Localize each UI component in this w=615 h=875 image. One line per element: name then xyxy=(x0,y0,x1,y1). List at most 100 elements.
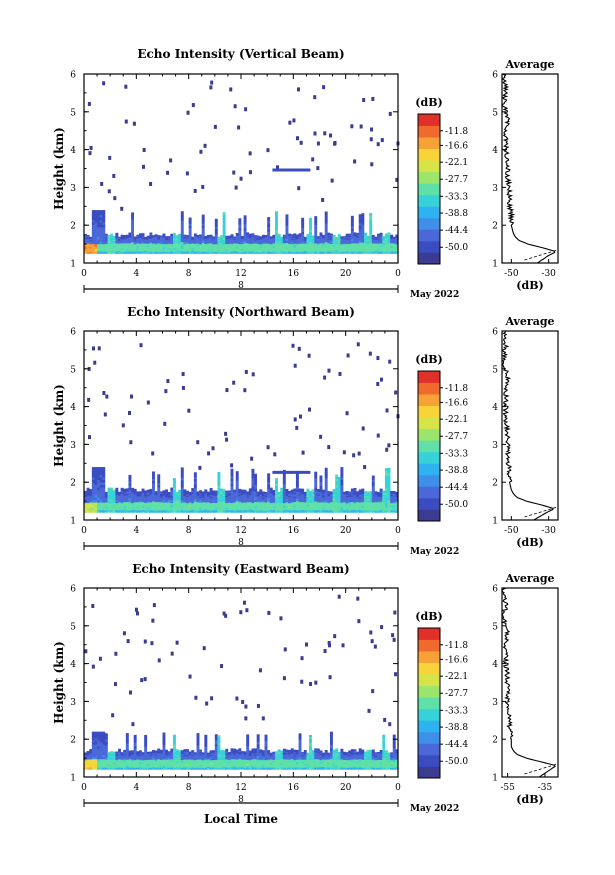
heatmap-cell xyxy=(282,249,286,251)
heatmap-cell xyxy=(217,505,221,509)
heatmap-cell xyxy=(382,495,386,497)
heatmap-cell xyxy=(206,506,210,509)
heatmap-cell xyxy=(377,495,380,497)
heatmap-cell xyxy=(110,753,114,755)
heatmap-cell xyxy=(199,506,203,508)
heatmap-cell xyxy=(358,490,362,493)
heatmap-cell xyxy=(141,234,145,236)
heatmap-cell xyxy=(214,226,218,229)
heatmap-cell xyxy=(201,238,205,241)
heatmap-cell xyxy=(361,219,365,223)
heatmap-cell xyxy=(285,508,289,511)
heatmap-cell xyxy=(191,509,195,512)
heatmap-cell xyxy=(212,236,216,238)
heatmap-cell xyxy=(193,252,197,254)
heatmap-cell xyxy=(272,492,276,495)
heatmap-cell xyxy=(293,236,297,239)
heatmap-cell xyxy=(110,494,114,497)
heatmap-cell xyxy=(175,492,179,495)
heatmap-cell xyxy=(288,245,292,248)
heatmap-cell xyxy=(157,503,161,507)
heatmap-cell xyxy=(343,236,346,238)
heatmap-cell xyxy=(149,498,153,500)
heatmap-cell xyxy=(335,252,339,254)
heatmap-cell xyxy=(94,507,98,511)
heatmap-cell xyxy=(86,506,90,509)
heatmap-cell xyxy=(272,245,276,247)
heatmap-cell xyxy=(99,246,103,250)
heatmap-cell xyxy=(254,501,257,505)
heatmap-cell xyxy=(102,484,106,488)
heatmap-cell xyxy=(238,228,242,231)
heatmap-cell xyxy=(146,489,150,492)
heatmap-cell xyxy=(110,756,114,758)
heatmap-cell xyxy=(387,237,391,239)
heatmap-cell xyxy=(180,477,184,481)
heatmap-cell xyxy=(379,243,383,245)
heatmap-cell xyxy=(374,245,378,247)
heatmap-cell xyxy=(175,506,179,509)
heatmap-cell xyxy=(298,241,302,243)
heatmap-cell xyxy=(170,506,174,509)
heatmap-cell xyxy=(309,505,312,507)
heatmap-cell xyxy=(191,497,195,500)
sparse-echo-cell xyxy=(394,390,398,395)
heatmap-cell xyxy=(269,494,273,497)
heatmap-cell xyxy=(191,493,195,496)
heatmap-cell xyxy=(146,245,150,247)
heatmap-cell xyxy=(157,506,161,509)
heatmap-cell xyxy=(180,489,184,493)
heatmap-cell xyxy=(97,509,100,513)
heatmap-cell xyxy=(201,242,205,246)
heatmap-cell xyxy=(327,246,331,249)
heatmap-cell xyxy=(301,243,305,246)
heatmap-cell xyxy=(157,508,161,511)
heatmap-cell xyxy=(322,242,326,244)
heatmap-cell xyxy=(115,756,119,758)
heatmap-cell xyxy=(301,225,305,229)
heatmap-cell xyxy=(152,245,155,247)
heatmap-cell xyxy=(97,229,100,233)
heatmap-cell xyxy=(89,490,93,492)
heatmap-cell xyxy=(84,242,87,245)
heatmap-cell xyxy=(306,497,310,500)
heatmap-cell xyxy=(356,236,360,238)
heatmap-cell xyxy=(110,244,114,247)
heatmap-cell xyxy=(131,501,135,504)
heatmap-cell xyxy=(186,500,189,502)
heatmap-cell xyxy=(133,245,137,248)
heatmap-cell xyxy=(395,235,399,237)
heatmap-cell xyxy=(201,221,205,224)
heatmap-cell xyxy=(358,218,362,222)
heatmap-cell xyxy=(89,244,93,246)
heatmap-cell xyxy=(120,502,124,505)
heatmap-cell xyxy=(309,507,312,510)
heatmap-cell xyxy=(201,496,205,498)
heatmap-cell xyxy=(390,504,394,506)
heatmap-cell xyxy=(356,495,360,498)
heatmap-cell xyxy=(238,249,242,252)
heatmap-cell xyxy=(133,491,137,494)
heatmap-cell xyxy=(128,245,132,247)
heatmap-cell xyxy=(152,241,155,243)
heatmap-cell xyxy=(243,491,247,493)
heatmap-cell xyxy=(115,497,119,500)
heatmap-cell xyxy=(395,236,399,238)
heatmap-cell xyxy=(102,469,106,473)
heatmap-cell xyxy=(104,497,108,500)
heatmap-cell xyxy=(206,248,210,250)
heatmap-cell xyxy=(319,498,323,501)
heatmap-cell xyxy=(188,504,192,506)
heatmap-cell xyxy=(186,493,189,495)
heatmap-cell xyxy=(241,241,244,244)
heatmap-cell xyxy=(84,761,87,764)
heatmap-cell xyxy=(206,502,210,504)
heatmap-cell xyxy=(159,235,163,237)
heatmap-cell xyxy=(186,240,189,242)
heatmap-cell xyxy=(167,237,171,239)
heatmap-cell xyxy=(348,491,352,494)
heatmap-cell xyxy=(107,490,111,493)
heatmap-cell xyxy=(157,497,161,501)
heatmap-cell xyxy=(392,502,396,505)
heatmap-cell xyxy=(206,249,210,251)
